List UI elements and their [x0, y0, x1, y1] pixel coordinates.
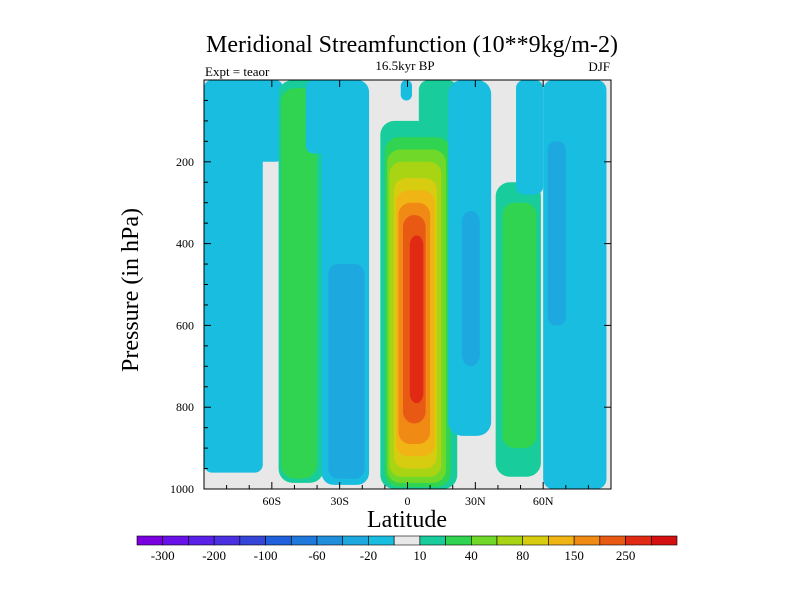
- colorbar-swatch: [316, 535, 344, 546]
- chart-title: Meridional Streamfunction (10**9kg/m-2): [206, 32, 618, 58]
- colorbar-swatch: [239, 535, 266, 546]
- contour-nh-midlat-pos-inner: [502, 202, 537, 449]
- colorbar-swatch: [496, 535, 524, 546]
- experiment-label: Expt = teaor: [205, 64, 270, 79]
- colorbar-swatch: [522, 535, 549, 546]
- x-tick-label: 60S: [262, 494, 281, 508]
- colorbar-swatch: [573, 535, 601, 546]
- contour-sh-upper-neg: [305, 80, 345, 154]
- colorbar-swatch: [445, 535, 472, 546]
- contour-sh-polar-neg-upper: [204, 80, 284, 162]
- axis-ticks: 60S 30S 0 30N 60N 200 400 600 800 1000: [170, 80, 611, 508]
- colorbar-swatch: [419, 535, 446, 546]
- colorbar-label: 40: [465, 548, 478, 563]
- chart-subtitle: 16.5kyr BP: [375, 58, 434, 73]
- colorbar: -300 -200 -100 -60 -20 10 40 80 150 250: [136, 535, 678, 563]
- y-axis-title: Pressure (in hPa): [118, 208, 144, 372]
- colorbar-swatch: [265, 535, 292, 546]
- colorbar-label: 80: [516, 548, 529, 563]
- x-tick-label: 0: [405, 494, 411, 508]
- contour-sh-midlat-pos-inner: [280, 88, 318, 479]
- y-tick-label: 400: [176, 237, 194, 251]
- colorbar-swatch: [368, 535, 395, 546]
- y-tick-label: 800: [176, 400, 194, 414]
- colorbar-swatch: [290, 535, 318, 546]
- colorbar-label: -100: [254, 548, 278, 563]
- colorbar-swatch: [393, 535, 421, 546]
- season-label: DJF: [588, 59, 610, 74]
- contour-nh-upper-neg: [516, 80, 544, 195]
- colorbar-swatch: [342, 535, 369, 546]
- colorbar-label: -200: [202, 548, 226, 563]
- contour-tropical-top-neg: [400, 80, 413, 101]
- colorbar-swatch: [548, 535, 575, 546]
- plot-area: 60S 30S 0 30N 60N 200 400 600 800 1000: [170, 79, 612, 508]
- x-axis-title: Latitude: [367, 507, 447, 533]
- colorbar-label: -20: [360, 548, 377, 563]
- colorbar-label: 250: [616, 548, 636, 563]
- colorbar-swatch: [136, 535, 164, 546]
- contour-tropical-pos-level-9: [409, 235, 424, 404]
- colorbar-swatch: [625, 535, 652, 546]
- colorbar-swatch: [188, 535, 215, 546]
- colorbar-label: 10: [413, 548, 426, 563]
- colorbar-swatch: [599, 535, 626, 546]
- contour-nh-subtrop-neg-inner: [461, 210, 480, 367]
- contour-fills: [204, 80, 607, 490]
- colorbar-swatch: [213, 535, 241, 546]
- x-tick-label: 30N: [465, 494, 486, 508]
- y-tick-label: 1000: [170, 482, 194, 496]
- y-tick-label: 600: [176, 318, 194, 332]
- colorbar-swatch: [650, 535, 678, 546]
- x-tick-label: 30S: [330, 494, 349, 508]
- contour-nh-polar-neg-inner: [547, 141, 566, 326]
- colorbar-swatch: [470, 535, 498, 546]
- colorbar-label: -300: [151, 548, 175, 563]
- contour-tropical-upper-pos: [418, 80, 458, 130]
- y-tick-label: 200: [176, 155, 194, 169]
- x-tick-label: 60N: [533, 494, 554, 508]
- colorbar-label: -60: [308, 548, 325, 563]
- contour-sh-polar-neg-outer: [204, 80, 263, 473]
- colorbar-label: 150: [564, 548, 584, 563]
- colorbar-swatch: [162, 535, 189, 546]
- contour-sh-subtrop-neg-inner: [328, 264, 365, 479]
